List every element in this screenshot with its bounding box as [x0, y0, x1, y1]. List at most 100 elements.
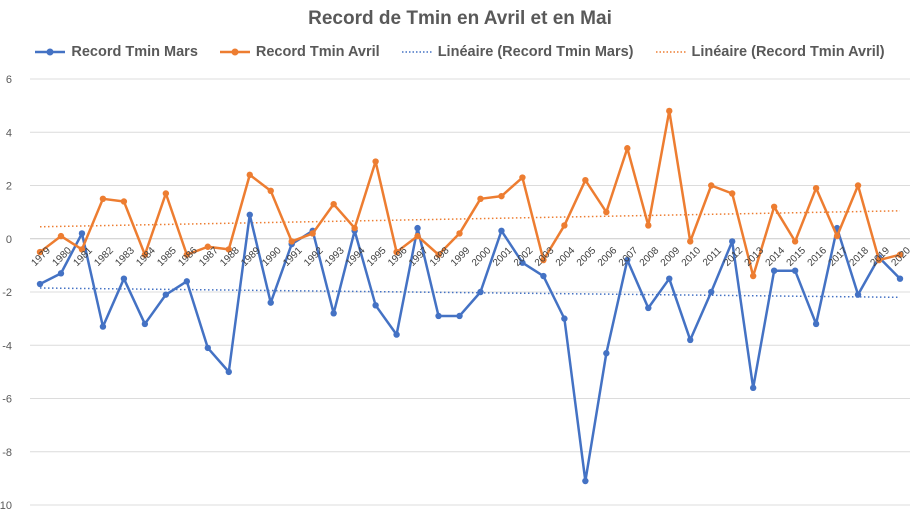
legend-item-mars[interactable]: Record Tmin Mars — [35, 44, 198, 60]
data-point-0[interactable] — [603, 350, 610, 357]
data-point-0[interactable] — [854, 291, 862, 298]
data-point-0[interactable] — [267, 299, 274, 306]
data-point-1[interactable] — [561, 222, 568, 229]
data-point-1[interactable] — [875, 256, 883, 264]
data-point-1[interactable] — [812, 184, 820, 192]
data-point-1[interactable] — [78, 246, 86, 253]
data-point-1[interactable] — [603, 208, 610, 216]
legend-item-trend-avril[interactable]: Linéaire (Record Tmin Avril) — [655, 44, 885, 60]
data-point-0[interactable] — [330, 310, 337, 317]
data-point-1[interactable] — [162, 190, 170, 197]
legend-item-avril[interactable]: Record Tmin Avril — [219, 44, 380, 60]
data-point-0[interactable] — [624, 256, 631, 264]
data-point-0[interactable] — [99, 323, 107, 330]
legend-label-avril: Record Tmin Avril — [255, 44, 380, 60]
x-tick-label: 1990 — [260, 245, 284, 269]
data-point-0[interactable] — [666, 275, 673, 282]
data-point-0[interactable] — [708, 288, 715, 296]
data-point-1[interactable] — [540, 256, 547, 264]
data-point-1[interactable] — [36, 248, 44, 256]
data-point-0[interactable] — [225, 368, 232, 376]
data-point-0[interactable] — [477, 288, 484, 296]
legend-swatch-trend-avril — [655, 51, 686, 53]
trendlines — [39, 210, 901, 299]
x-tick-label: 2005 — [575, 245, 599, 269]
data-point-0[interactable] — [582, 477, 589, 485]
y-tick-label: -10 — [0, 500, 12, 512]
data-point-1[interactable] — [896, 251, 904, 258]
data-point-1[interactable] — [519, 174, 526, 181]
data-point-1[interactable] — [645, 222, 652, 229]
data-point-1[interactable] — [582, 176, 589, 184]
data-point-0[interactable] — [57, 270, 65, 277]
legend-label-trend-avril: Linéaire (Record Tmin Avril) — [691, 44, 885, 60]
legend-swatch-mars — [35, 48, 66, 56]
data-point-0[interactable] — [540, 272, 547, 280]
data-point-1[interactable] — [393, 248, 400, 256]
data-point-1[interactable] — [372, 158, 379, 165]
y-tick-label: -4 — [2, 340, 12, 352]
data-point-1[interactable] — [183, 251, 191, 258]
data-point-1[interactable] — [225, 246, 232, 253]
data-point-0[interactable] — [162, 291, 170, 298]
data-point-0[interactable] — [749, 384, 757, 392]
data-point-0[interactable] — [372, 302, 379, 309]
x-tick-label: 1983 — [113, 245, 137, 269]
data-point-0[interactable] — [812, 320, 820, 328]
data-point-0[interactable] — [687, 336, 694, 344]
data-point-1[interactable] — [141, 251, 149, 258]
y-tick-label: 6 — [6, 74, 12, 86]
data-point-1[interactable] — [749, 272, 757, 280]
data-point-1[interactable] — [498, 192, 505, 200]
legend-item-trend-mars[interactable]: Linéaire (Record Tmin Mars) — [401, 44, 634, 60]
gridlines — [30, 78, 910, 506]
data-point-0[interactable] — [393, 331, 400, 338]
data-point-1[interactable] — [120, 198, 128, 205]
data-point-0[interactable] — [519, 259, 526, 266]
data-point-1[interactable] — [309, 230, 316, 237]
data-point-1[interactable] — [624, 145, 631, 152]
data-point-0[interactable] — [78, 230, 86, 237]
x-tick-label: 2006 — [596, 245, 620, 269]
data-point-1[interactable] — [477, 195, 484, 203]
data-point-1[interactable] — [204, 243, 212, 250]
data-point-0[interactable] — [414, 224, 421, 232]
data-point-0[interactable] — [36, 280, 44, 288]
data-point-1[interactable] — [854, 182, 862, 189]
data-point-1[interactable] — [833, 232, 841, 240]
data-point-0[interactable] — [183, 278, 191, 285]
x-tick-label: 1984 — [134, 245, 158, 269]
data-point-0[interactable] — [645, 304, 652, 312]
series-line-1 — [39, 109, 901, 278]
data-point-1[interactable] — [687, 238, 694, 245]
data-point-1[interactable] — [330, 200, 337, 208]
data-point-1[interactable] — [666, 107, 673, 115]
data-point-0[interactable] — [246, 211, 253, 218]
data-point-0[interactable] — [561, 315, 568, 322]
data-point-1[interactable] — [791, 238, 799, 245]
data-point-0[interactable] — [204, 344, 212, 352]
data-point-1[interactable] — [708, 182, 715, 189]
data-point-1[interactable] — [351, 224, 358, 232]
data-point-1[interactable] — [770, 203, 778, 210]
data-point-1[interactable] — [267, 187, 274, 195]
data-point-1[interactable] — [288, 238, 295, 245]
data-point-1[interactable] — [728, 190, 736, 197]
data-point-0[interactable] — [728, 238, 736, 245]
data-point-1[interactable] — [456, 230, 463, 237]
x-tick-label: 1995 — [365, 245, 389, 269]
data-point-0[interactable] — [141, 320, 149, 328]
data-point-0[interactable] — [791, 267, 799, 274]
data-point-0[interactable] — [120, 275, 128, 282]
data-point-1[interactable] — [435, 251, 442, 258]
data-point-0[interactable] — [896, 275, 904, 282]
data-point-0[interactable] — [770, 267, 778, 274]
data-point-1[interactable] — [57, 232, 65, 240]
data-point-1[interactable] — [99, 195, 107, 203]
data-point-0[interactable] — [456, 312, 463, 320]
data-point-1[interactable] — [246, 171, 253, 179]
data-point-0[interactable] — [435, 312, 442, 320]
x-tick-label: 2008 — [638, 245, 662, 269]
data-point-0[interactable] — [498, 227, 505, 234]
data-point-1[interactable] — [414, 232, 421, 240]
